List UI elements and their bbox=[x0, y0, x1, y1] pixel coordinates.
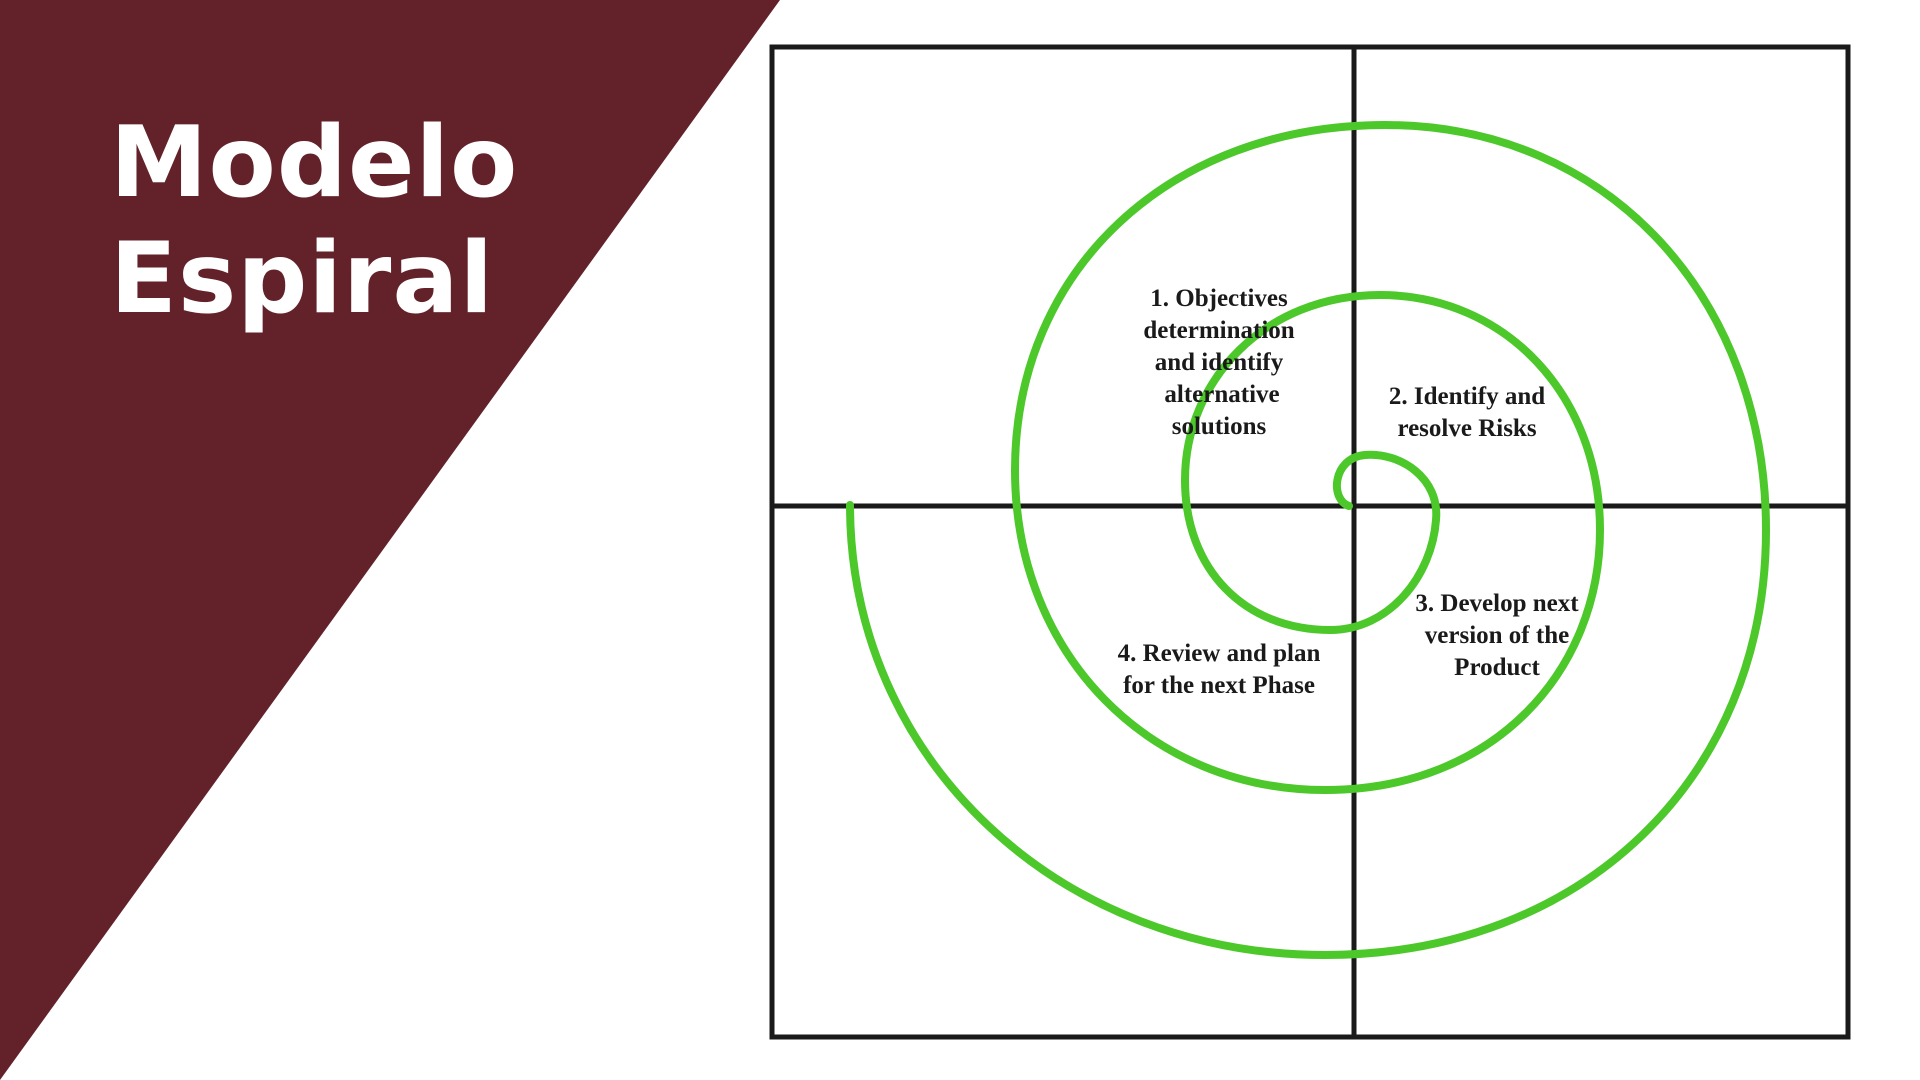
phase-label-1: 1. Objectives determination and identify… bbox=[1143, 285, 1294, 440]
phase-1-line-3: and identify bbox=[1155, 349, 1284, 376]
phase-1-line-4: alternative bbox=[1164, 381, 1279, 408]
banner-triangle bbox=[0, 0, 780, 1080]
phase-label-3: 3. Develop next version of the Product bbox=[1415, 590, 1579, 681]
phase-3-line-1: 3. Develop next bbox=[1415, 590, 1579, 617]
spiral-curve bbox=[846, 121, 1770, 959]
diagram-frame bbox=[769, 44, 1851, 1040]
phase-3-line-2: version of the bbox=[1425, 622, 1569, 649]
phase-4-line-2: for the next Phase bbox=[1123, 672, 1315, 699]
phase-label-4: 4. Review and plan for the next Phase bbox=[1118, 640, 1321, 699]
phase-1-line-1: 1. Objectives bbox=[1150, 285, 1288, 312]
phase-3-line-3: Product bbox=[1454, 654, 1540, 681]
phase-label-2: 2. Identify and resolve Risks bbox=[1389, 383, 1545, 442]
title-line-1: Modelo bbox=[110, 106, 519, 220]
phase-2-line-2: resolve Risks bbox=[1397, 415, 1536, 442]
phase-4-line-1: 4. Review and plan bbox=[1118, 640, 1321, 667]
slide-title: Modelo Espiral bbox=[110, 105, 518, 337]
phase-2-line-1: 2. Identify and bbox=[1389, 383, 1545, 410]
phase-1-line-5: solutions bbox=[1172, 413, 1267, 440]
title-line-2: Espiral bbox=[110, 222, 495, 336]
phase-1-line-2: determination bbox=[1143, 317, 1294, 344]
